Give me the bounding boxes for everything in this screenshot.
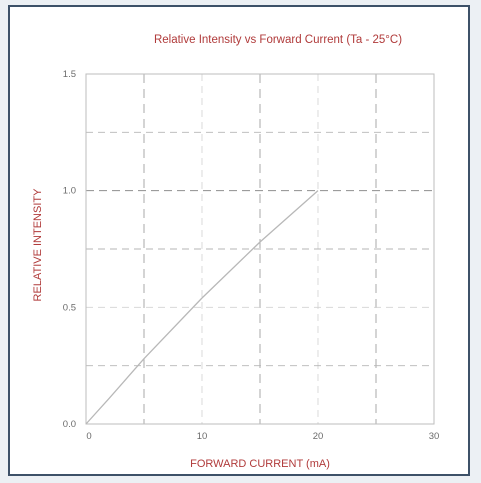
series-group (85, 190, 319, 425)
chart-title: Relative Intensity vs Forward Current (T… (154, 34, 402, 46)
grid-lines (86, 74, 434, 424)
y-tick-label: 1.5 (63, 69, 76, 80)
x-tick-label: 10 (197, 431, 208, 442)
x-tick-label: 20 (313, 431, 324, 442)
y-tick-label: 0.0 (63, 419, 76, 430)
y-axis-label: RELATIVE INTENSITY (32, 188, 44, 302)
y-tick-label: 1.0 (63, 186, 76, 197)
y-tick-label: 0.5 (63, 302, 76, 313)
x-tick-labels: 0 10 20 30 (86, 431, 439, 442)
x-axis-label: FORWARD CURRENT (mA) (190, 458, 330, 470)
chart-frame (8, 5, 470, 476)
x-tick-label: 30 (429, 431, 440, 442)
x-tick-label: 0 (86, 431, 91, 442)
plot-border (85, 73, 435, 425)
y-tick-labels: 0.0 0.5 1.0 1.5 (63, 69, 76, 430)
series-line (85, 190, 319, 425)
